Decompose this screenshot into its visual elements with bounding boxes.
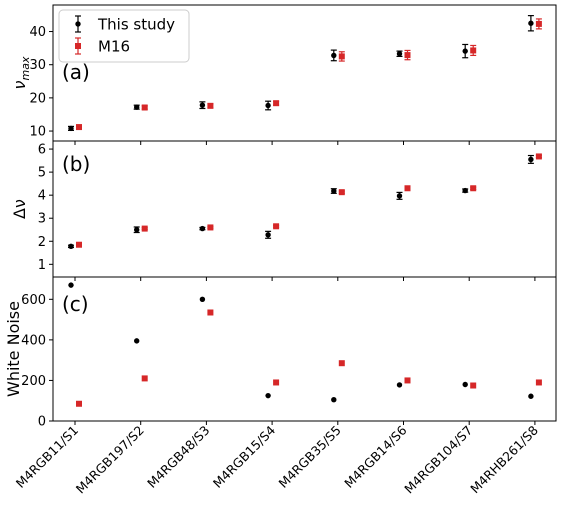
panel-2-ytick-label: 6 — [38, 143, 46, 158]
panel-1-ylabel: νmax — [10, 56, 32, 89]
point-m16 — [338, 53, 345, 60]
xtick-label: M4RGB35/S5 — [276, 423, 344, 491]
point-m16 — [338, 360, 345, 367]
panel-3-ytick-label: 400 — [21, 333, 46, 348]
point-this-study — [331, 188, 337, 194]
point-m16 — [470, 47, 477, 54]
point-this-study — [199, 225, 206, 232]
point-m16 — [404, 185, 411, 192]
point-m16 — [535, 379, 542, 386]
panel-1-label: (a) — [62, 60, 90, 84]
point-this-study — [396, 193, 403, 199]
panel-3-ytick-label: 600 — [21, 293, 46, 308]
point-m16 — [273, 379, 280, 386]
panel-2-ytick-label: 3 — [38, 212, 46, 227]
xtick-label: M4RGB48/S3 — [144, 423, 212, 491]
point-m16 — [207, 309, 214, 316]
point-m16 — [404, 52, 411, 59]
ylabel-nu: ν — [10, 80, 29, 89]
point-m16 — [76, 124, 82, 131]
point-m16 — [207, 102, 214, 109]
xtick-label: M4RGB15/S4 — [210, 422, 278, 490]
point-this-study — [134, 227, 140, 233]
panel-3-frame — [52, 276, 557, 422]
panel-3-ytick-label: 200 — [21, 374, 46, 389]
point-this-study — [134, 338, 140, 344]
panel-2-ytick-label: 4 — [38, 189, 46, 204]
point-this-study — [528, 20, 534, 26]
point-this-study — [396, 51, 403, 57]
point-m16 — [470, 185, 477, 192]
point-m16 — [535, 153, 542, 160]
point-m16 — [207, 224, 214, 231]
point-m16 — [76, 400, 82, 407]
ylabel-subscript: max — [19, 56, 32, 80]
xtick-label: M4RGB11/S1 — [13, 423, 81, 491]
point-this-study — [462, 187, 468, 194]
point-this-study — [199, 102, 206, 108]
point-m16 — [535, 20, 542, 27]
point-m16 — [76, 241, 82, 248]
point-this-study — [396, 382, 403, 388]
panel-2-ylabel: Δν — [10, 199, 29, 219]
point-this-study — [68, 125, 74, 132]
legend-label: M16 — [98, 38, 130, 56]
point-this-study — [134, 104, 140, 110]
point-m16 — [141, 104, 148, 111]
legend-marker-this-study — [75, 21, 81, 27]
point-m16 — [141, 225, 148, 232]
panel-3-ytick-label: 0 — [38, 415, 46, 430]
panel-2-ytick-label: 5 — [38, 166, 46, 181]
legend-marker-m16 — [75, 43, 81, 49]
panel-3-ylabel: White Noise — [4, 301, 23, 397]
xtick-label: M4RHB261/S8 — [467, 422, 541, 496]
point-this-study — [265, 392, 271, 399]
point-this-study — [199, 296, 206, 303]
point-this-study — [331, 397, 337, 403]
point-m16 — [470, 382, 477, 389]
point-m16 — [141, 375, 148, 382]
panel-1-ytick-label: 10 — [29, 125, 46, 140]
panel-2-ytick-label: 2 — [38, 235, 46, 250]
point-this-study — [331, 52, 337, 59]
panel-3-label: (c) — [62, 292, 89, 316]
xtick-label: M4RGB104/S7 — [401, 423, 475, 497]
panel-1-ytick-label: 40 — [29, 25, 46, 40]
xtick-label: M4RGB197/S2 — [73, 423, 147, 497]
point-m16 — [273, 100, 280, 107]
panel-1-ytick-label: 30 — [29, 58, 46, 73]
point-this-study — [462, 381, 468, 388]
point-this-study — [265, 232, 271, 238]
point-this-study — [68, 243, 74, 250]
point-this-study — [462, 48, 468, 54]
panel-2-label: (b) — [62, 152, 90, 176]
point-this-study — [528, 156, 534, 163]
point-m16 — [404, 377, 411, 384]
point-this-study — [265, 102, 271, 109]
xtick-label: M4RGB14/S6 — [341, 422, 409, 490]
legend-box — [58, 9, 190, 63]
point-m16 — [273, 223, 280, 230]
panel-1-ytick-label: 20 — [29, 91, 46, 106]
panel-2-frame — [52, 140, 557, 278]
legend-label: This study — [97, 16, 175, 34]
point-this-study — [528, 393, 534, 399]
point-this-study — [68, 282, 74, 288]
panel-2-ytick-label: 1 — [38, 258, 46, 273]
point-m16 — [338, 189, 345, 196]
